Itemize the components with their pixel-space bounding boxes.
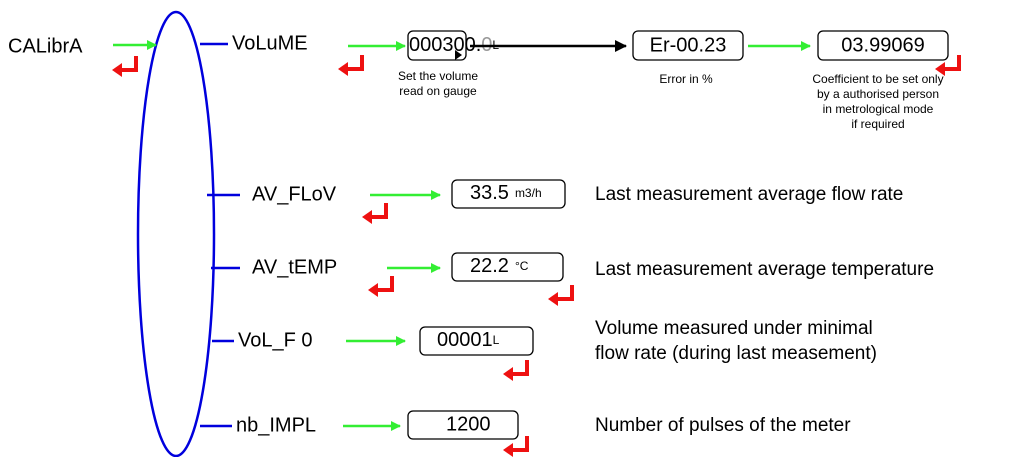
display-box: [451, 179, 566, 209]
return-arrow: [360, 201, 388, 226]
display-value: 33.5 m3/h: [470, 182, 542, 204]
description: Last measurement average temperature: [595, 259, 934, 280]
root-label: CALibrA: [8, 35, 83, 57]
display-box: [451, 252, 564, 282]
caption: in metrological mode: [823, 102, 934, 116]
caption: Set the volume: [398, 69, 478, 83]
description: flow rate (during last measement): [595, 343, 877, 364]
menu-label: VoL_F 0: [238, 329, 313, 351]
menu-label: nb_IMPL: [236, 414, 316, 436]
cursor: [455, 50, 462, 60]
return-arrow: [336, 53, 364, 78]
display-box: [407, 30, 467, 61]
value: 22.2: [470, 255, 509, 277]
unit: L: [493, 333, 500, 347]
caption: Error in %: [659, 72, 713, 86]
description: Volume measured under minimal: [595, 318, 873, 339]
caption: if required: [851, 117, 904, 131]
value: 33.5: [470, 182, 509, 204]
return-arrow: [546, 283, 574, 308]
unit: °C: [515, 259, 529, 273]
value: 00001: [437, 329, 493, 351]
unit: m3/h: [515, 186, 542, 200]
menu-ellipse: [136, 10, 216, 457]
display-value: 00001L: [437, 329, 500, 351]
display-value: 1200: [446, 413, 491, 435]
return-arrow: [110, 54, 138, 79]
caption: read on gauge: [399, 84, 477, 98]
digits: 000300.: [409, 34, 481, 56]
return-arrow: [366, 274, 394, 299]
display-value: 22.2 °C: [470, 255, 529, 277]
display-box: [632, 30, 744, 61]
display-box: [419, 326, 534, 356]
return-arrow: [501, 358, 529, 383]
menu-label: VoLuME: [232, 32, 308, 54]
display-value: 03.99069: [841, 34, 924, 56]
caption: Coefficient to be set only: [812, 72, 943, 86]
caption: by a authorised person: [817, 87, 939, 101]
display-box: [817, 30, 949, 61]
description: Number of pulses of the meter: [595, 415, 851, 436]
menu-label: AV_FLoV: [252, 183, 337, 205]
display-value: Er-00.23: [650, 34, 727, 56]
display-box: [407, 410, 519, 440]
menu-label: AV_tEMP: [252, 256, 337, 278]
description: Last measurement average flow rate: [595, 184, 903, 205]
